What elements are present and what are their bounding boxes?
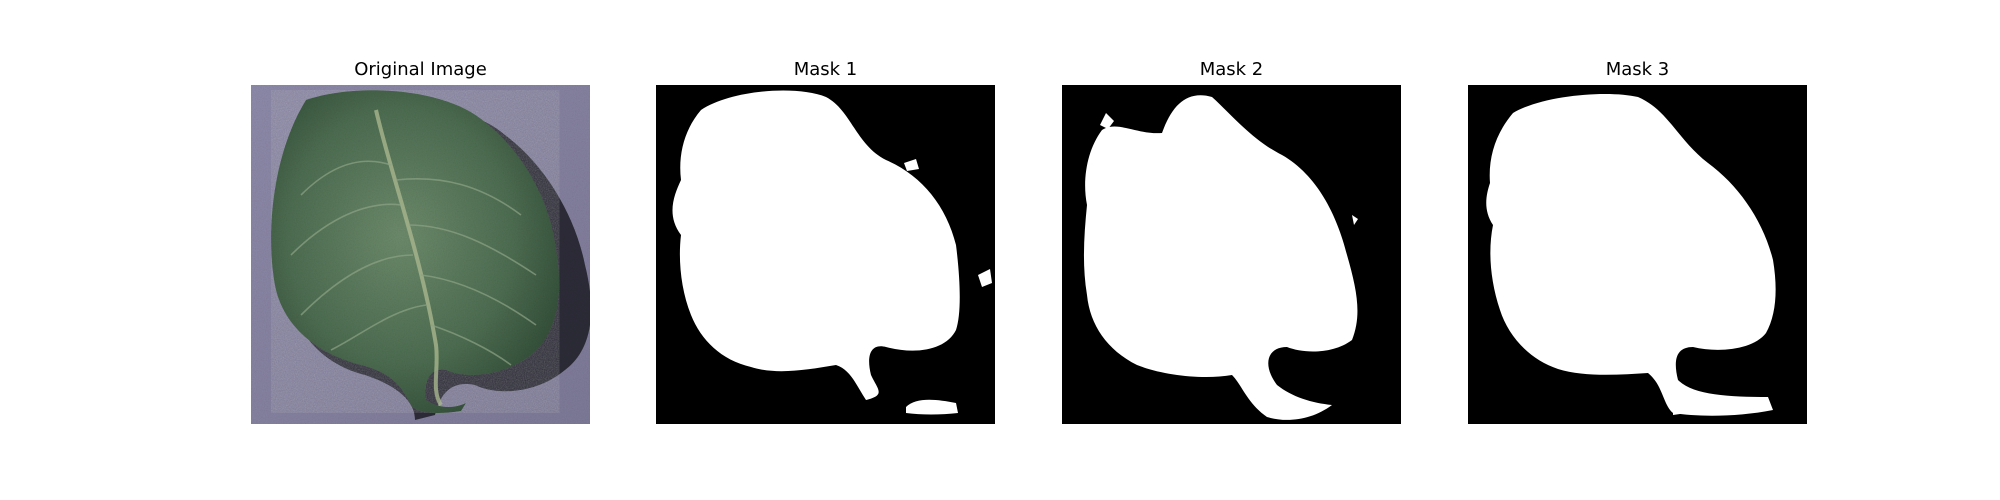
- panel-mask-2: Mask 2: [1062, 56, 1401, 424]
- mask-3-image: [1468, 85, 1807, 424]
- panel-title: Mask 1: [793, 59, 858, 80]
- mask-1-shape: [656, 85, 995, 424]
- leaf-photo: [251, 85, 590, 424]
- mask-2-shape: [1062, 85, 1401, 424]
- panel-mask-3: Mask 3: [1468, 56, 1807, 424]
- original-leaf-image: [251, 85, 590, 424]
- panel-original: Original Image: [251, 56, 590, 424]
- panel-title: Mask 3: [1605, 59, 1670, 80]
- panel-title: Original Image: [354, 59, 487, 80]
- panel-title: Mask 2: [1199, 59, 1264, 80]
- mask-1-image: [656, 85, 995, 424]
- mask-2-image: [1062, 85, 1401, 424]
- mask-3-shape: [1468, 85, 1807, 424]
- panel-mask-1: Mask 1: [656, 56, 995, 424]
